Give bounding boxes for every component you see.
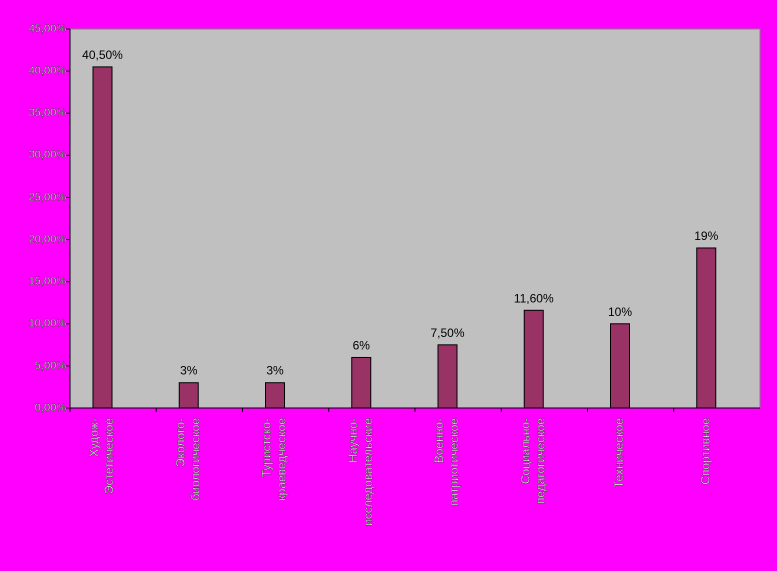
bar	[696, 247, 717, 409]
value-label: 3%	[180, 364, 198, 378]
value-label: 40,50%	[82, 48, 123, 62]
x-tick-label: краеведческое	[275, 418, 289, 501]
y-tick-label: 5,00%	[35, 360, 66, 372]
y-tick-label: 10,00%	[29, 318, 67, 330]
y-tick-label: 20,00%	[29, 233, 67, 245]
plot-area	[69, 28, 761, 409]
x-tick-label: Худож-	[87, 418, 101, 457]
bar	[92, 66, 113, 409]
value-label: 19%	[694, 229, 718, 243]
bar	[265, 382, 285, 409]
value-label: 10%	[608, 305, 632, 319]
bar	[437, 344, 458, 409]
x-tick-label: Военно-	[432, 418, 446, 463]
x-tick-label: Спортивное	[698, 418, 712, 485]
x-tick-label: Социально-	[518, 418, 532, 484]
bar	[351, 356, 372, 409]
x-tick-label: Туристско-	[260, 418, 274, 477]
x-tick-label: патриотическое	[447, 418, 461, 506]
y-tick-label: 25,00%	[29, 191, 67, 203]
y-tick-label: 15,00%	[29, 276, 67, 288]
x-tick-label: Научно-	[346, 418, 360, 463]
x-tick-label: Эколого-	[173, 418, 187, 467]
y-tick-label: 40,00%	[29, 65, 67, 77]
x-tick-label: Техническое	[612, 418, 626, 488]
y-tick-label: 35,00%	[29, 107, 67, 119]
x-tick-label: биологическое	[188, 418, 202, 501]
value-label: 6%	[353, 338, 371, 352]
bar	[523, 309, 544, 409]
value-label: 3%	[266, 364, 284, 378]
y-tick-label: 0,00%	[35, 402, 66, 414]
bar	[610, 323, 630, 409]
value-label: 7,50%	[430, 326, 464, 340]
bar	[178, 382, 199, 409]
x-tick-label: педагогическое	[533, 418, 547, 504]
value-label: 11,60%	[514, 291, 554, 305]
x-tick-label: исследовательские	[361, 418, 375, 526]
y-tick-label: 45,00%	[29, 23, 67, 35]
y-tick-label: 30,00%	[29, 149, 67, 161]
x-tick-label: Эстетическое	[102, 418, 116, 494]
